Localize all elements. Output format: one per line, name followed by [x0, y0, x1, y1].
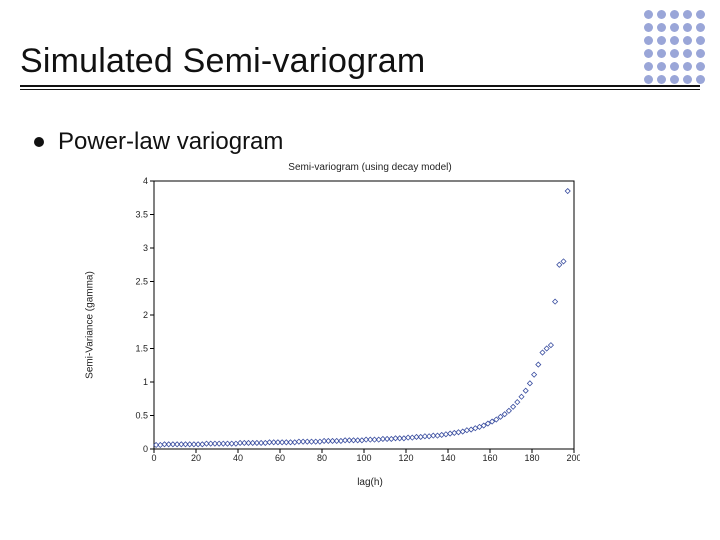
svg-text:80: 80	[317, 453, 327, 463]
svg-text:0: 0	[151, 453, 156, 463]
svg-text:180: 180	[524, 453, 539, 463]
svg-text:3.5: 3.5	[135, 210, 148, 220]
svg-text:4: 4	[143, 176, 148, 186]
svg-text:40: 40	[233, 453, 243, 463]
svg-text:120: 120	[398, 453, 413, 463]
bullet-row: Power-law variogram	[34, 128, 283, 156]
svg-text:200: 200	[566, 453, 580, 463]
svg-text:160: 160	[482, 453, 497, 463]
chart-svg: 0 20 40 60 80 100 120 140 160 180 200 0 0.5 1 1.5 2 2.5 3…	[120, 175, 580, 465]
title-block: Simulated Semi-variogram	[20, 42, 700, 98]
bullet-icon	[34, 137, 44, 147]
svg-text:2.5: 2.5	[135, 277, 148, 287]
chart-xlabel: lag(h)	[120, 477, 620, 488]
chart-title: Semi-variogram (using decay model)	[120, 162, 620, 173]
title-rule-2	[20, 89, 700, 90]
svg-text:140: 140	[440, 453, 455, 463]
chart-ylabel: Semi-Variance (gamma)	[85, 271, 96, 379]
svg-text:100: 100	[356, 453, 371, 463]
chart-container: Semi-variogram (using decay model) Semi-…	[120, 162, 620, 488]
svg-text:1: 1	[143, 377, 148, 387]
svg-text:20: 20	[191, 453, 201, 463]
bullet-text: Power-law variogram	[58, 128, 283, 156]
svg-text:0: 0	[143, 444, 148, 454]
svg-text:3: 3	[143, 243, 148, 253]
title-rule-1	[20, 85, 700, 87]
svg-text:2: 2	[143, 310, 148, 320]
svg-text:60: 60	[275, 453, 285, 463]
svg-text:0.5: 0.5	[135, 411, 148, 421]
svg-text:1.5: 1.5	[135, 344, 148, 354]
slide-title: Simulated Semi-variogram	[20, 42, 700, 81]
